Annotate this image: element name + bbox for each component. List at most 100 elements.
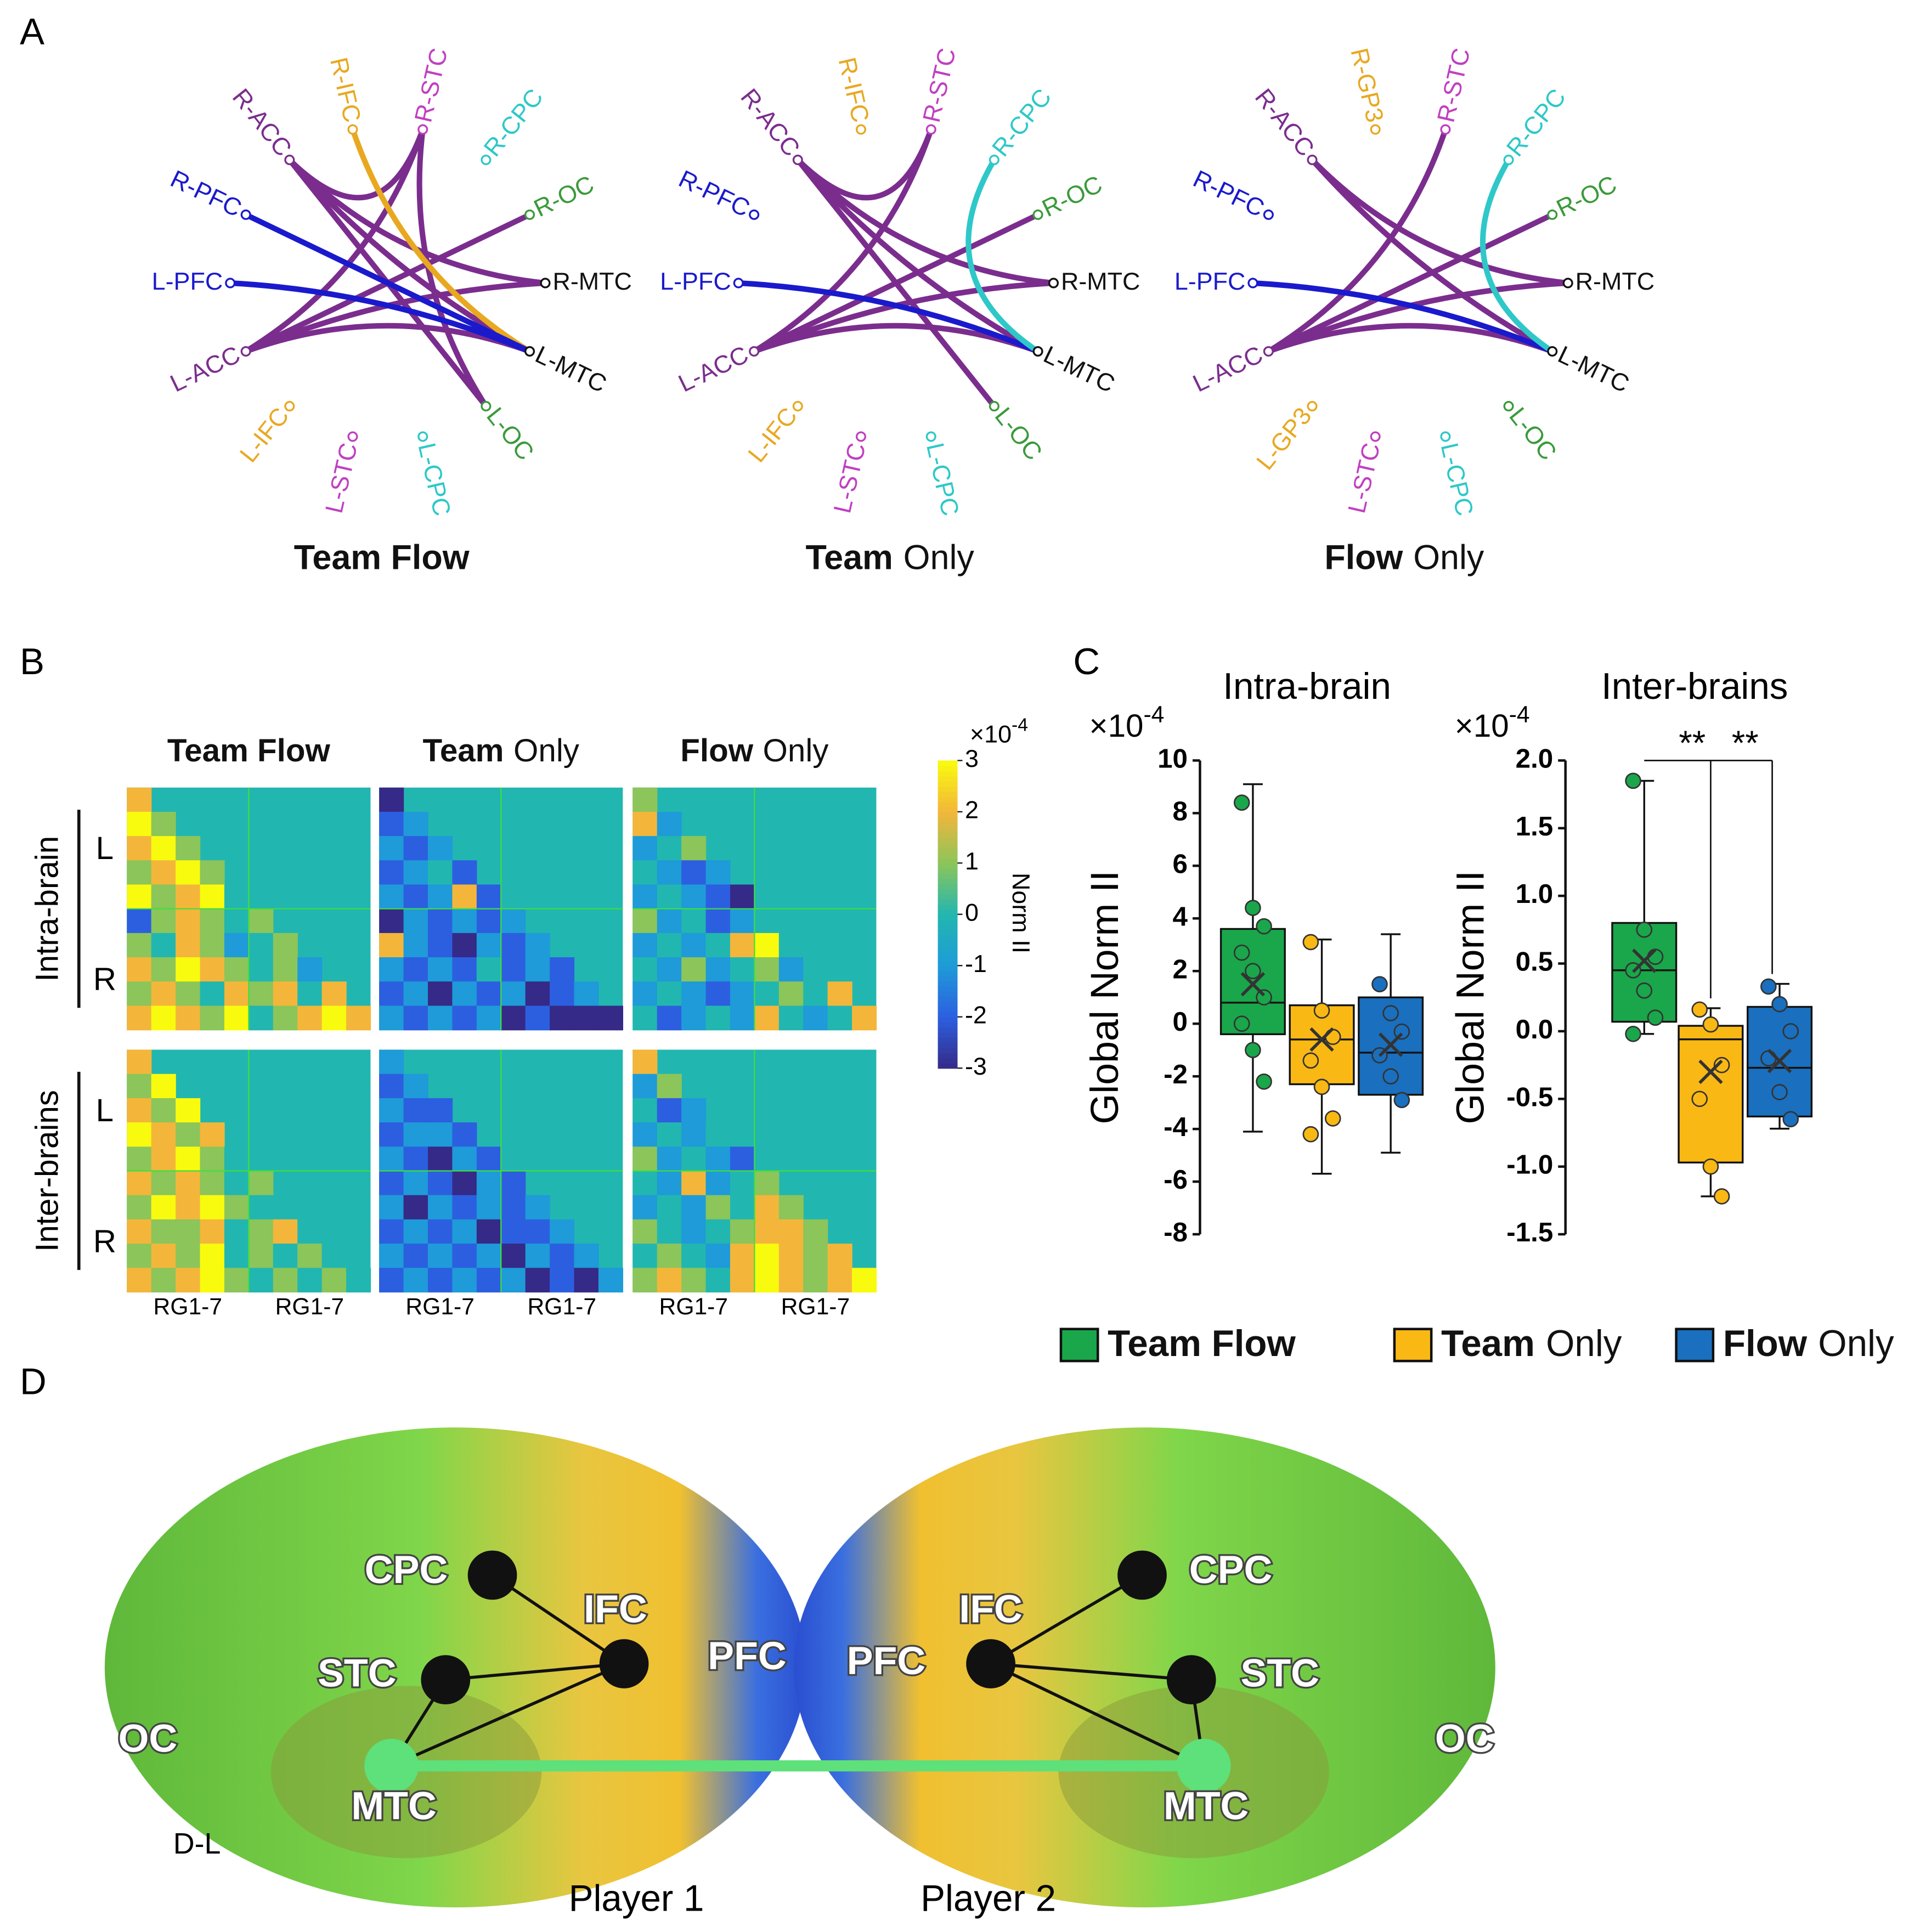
graph-title-part: Flow [1324, 538, 1403, 577]
heatmap-cell [657, 957, 682, 982]
node-label: R-GP3 [1345, 46, 1389, 125]
colorbar-segment [938, 970, 958, 977]
heatmap-cell [224, 1219, 250, 1244]
heatmap-cell [200, 1122, 225, 1147]
heatmap-cell [681, 981, 707, 1007]
heatmap-cell [151, 1122, 176, 1147]
connection [286, 157, 533, 354]
box [1678, 1025, 1744, 1163]
heatmap-cell [127, 957, 152, 982]
colorbar-segment [938, 781, 958, 787]
heatmap-cell [127, 1195, 152, 1220]
heatmap-cell [476, 1219, 501, 1244]
heatmap-cell [151, 1219, 176, 1244]
node [792, 400, 803, 411]
node-label: R-MTC [552, 267, 632, 295]
heatmap-cell [346, 1268, 371, 1293]
axis-exponent: ×10-4 [1089, 702, 1165, 744]
mean-marker [1240, 972, 1266, 997]
brain-node [467, 1550, 517, 1600]
node [347, 431, 358, 442]
heatmap-cell [200, 908, 225, 934]
colorbar-segment [938, 986, 958, 992]
node-label: L-GP3 [1251, 402, 1317, 475]
heatmap-cell [224, 1195, 250, 1220]
heatmap-cell [452, 884, 477, 909]
y-tick-label: 1.0 [1516, 879, 1554, 909]
legend-swatch [1675, 1327, 1715, 1363]
node-label: R-MTC [1575, 267, 1655, 295]
node-label: R-PFC [1189, 165, 1269, 222]
legend-label: Flow Only [1723, 1323, 1894, 1364]
heatmap-cell [249, 908, 274, 934]
colorbar-segment [938, 868, 958, 874]
heatmap-cell [151, 1074, 176, 1099]
side-label: L [96, 1093, 114, 1128]
colorbar-segment [938, 771, 958, 777]
heatmap-cell [427, 1268, 453, 1293]
heatmap-cell [633, 1074, 658, 1099]
data-point [1713, 1188, 1730, 1205]
heatmap-cell [151, 957, 176, 982]
heatmap-cell [224, 908, 250, 934]
heatmap-cell [176, 1219, 201, 1244]
colorbar-segment [938, 817, 958, 823]
data-point [1636, 982, 1653, 999]
node [855, 431, 866, 442]
data-point [1302, 1126, 1319, 1143]
heatmap-cell [273, 957, 298, 982]
heatmap-cell [730, 1146, 755, 1172]
heatmap-cell [803, 981, 828, 1007]
heatmap-cell [151, 1005, 176, 1031]
connection [1309, 157, 1571, 286]
heatmap-cell [681, 836, 707, 861]
colorbar-segment [938, 842, 958, 849]
heatmap-cell [176, 908, 201, 934]
heatmap-cell [151, 908, 176, 934]
colorbar-tick-label: -2 [965, 1001, 987, 1029]
x-label: RG1-7 [528, 1293, 597, 1320]
heatmap-cell [633, 933, 658, 958]
node-label: L-PFC [660, 267, 731, 295]
colorbar-segment [938, 848, 958, 854]
heatmap-title-part: Only [513, 733, 580, 769]
heatmap-cell [127, 1098, 152, 1123]
region-label: OC [1435, 1716, 1494, 1760]
heatmap-cell [705, 884, 731, 909]
heatmap-cell [273, 1268, 298, 1293]
heatmap-cell [705, 1268, 731, 1293]
heatmap-cell [403, 1268, 428, 1293]
colorbar-segment [938, 899, 958, 905]
heatmap-cell [705, 1195, 731, 1220]
heatmap-cell [501, 1171, 526, 1196]
colorbar-segment [938, 811, 958, 818]
box [1219, 928, 1286, 1036]
heatmap-cell [379, 884, 404, 909]
node-label: L-ACC [674, 340, 753, 397]
node-label: L-CPC [413, 440, 456, 519]
heatmap-cell [657, 1074, 682, 1099]
exponent-power: -4 [1509, 702, 1530, 728]
heatmap-cell [379, 811, 404, 837]
heatmap-cell [633, 1098, 658, 1123]
colorbar-tick-label: -1 [965, 950, 987, 978]
heatmap-cell [754, 933, 780, 958]
heatmap-cell [657, 1195, 682, 1220]
data-point [1782, 1023, 1799, 1040]
heatmap-cell [681, 1005, 707, 1031]
heatmap-cell [550, 1005, 575, 1031]
heatmap-cell [525, 1219, 550, 1244]
data-point [1625, 772, 1641, 789]
heatmap-cell [852, 1268, 877, 1293]
heatmap-cell [249, 933, 274, 958]
heatmap-cell [176, 1244, 201, 1268]
heatmap-cell [127, 1219, 152, 1244]
player-label: Player 2 [921, 1878, 1056, 1919]
node [989, 154, 999, 165]
heatmap-cell [379, 1005, 404, 1031]
heatmap-cell [127, 836, 152, 861]
mean-marker [1378, 1032, 1403, 1057]
heatmap-cell [403, 1005, 428, 1031]
heatmap-cell [346, 1005, 371, 1031]
connection [1266, 126, 1448, 354]
